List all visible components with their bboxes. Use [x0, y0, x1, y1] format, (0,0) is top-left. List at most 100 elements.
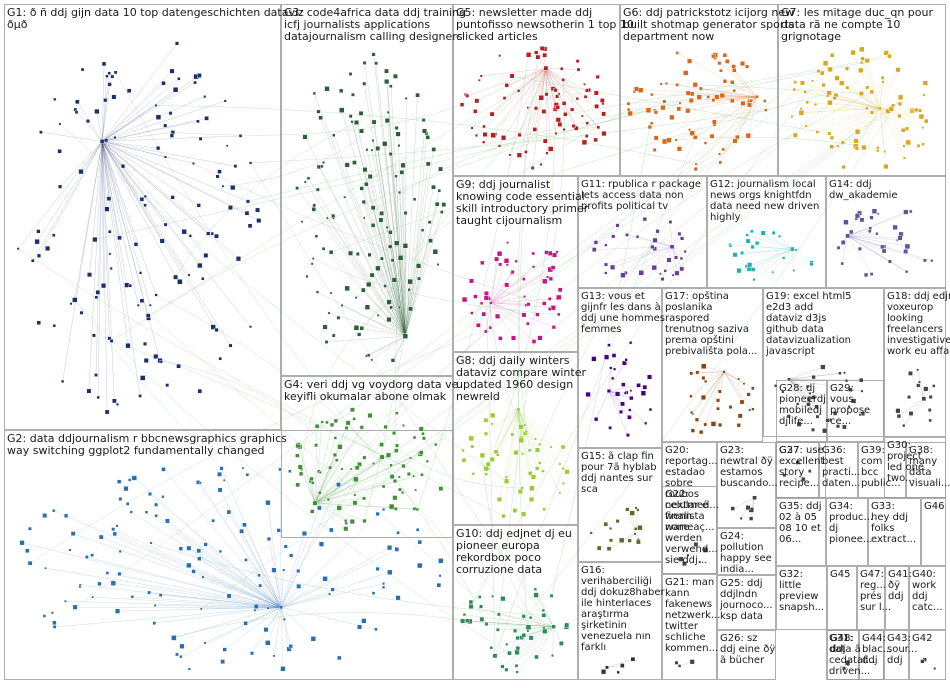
intra-edge — [101, 141, 166, 225]
user-node — [674, 270, 680, 276]
user-node — [845, 85, 850, 90]
intra-edge — [490, 302, 554, 308]
user-node — [604, 271, 608, 275]
group-label-line: sie ddj... — [665, 555, 707, 566]
user-node — [27, 560, 33, 566]
group-label-line: G11: rpublica r package — [581, 179, 701, 190]
user-node — [52, 324, 57, 328]
user-node — [161, 495, 165, 499]
user-node — [685, 108, 691, 114]
intra-edge — [101, 141, 110, 199]
user-node — [316, 109, 321, 114]
group-label-line: dataviz compare winter — [456, 366, 586, 379]
inter-edge — [250, 109, 766, 164]
user-node — [217, 487, 223, 493]
user-node — [288, 644, 293, 649]
group-label-g5: G5: newsletter made ddj puntofisso newsot… — [456, 6, 634, 43]
intra-edge — [804, 91, 880, 109]
user-node — [492, 653, 498, 659]
intra-edge — [314, 424, 333, 504]
inter-edge — [159, 360, 337, 461]
intra-edge — [92, 597, 282, 608]
user-node — [203, 641, 207, 645]
user-node — [127, 478, 132, 482]
user-node — [607, 343, 611, 347]
user-node — [386, 317, 392, 323]
intra-edge — [788, 379, 798, 405]
group-label-g34: G34: produc... dj pionee... — [829, 501, 873, 545]
user-node — [749, 98, 753, 103]
user-node — [152, 621, 157, 625]
user-node — [827, 131, 832, 136]
intra-edge — [749, 248, 793, 270]
user-node — [108, 252, 112, 256]
user-node — [740, 251, 744, 255]
user-node — [541, 608, 545, 612]
user-node — [95, 290, 101, 295]
user-node — [606, 389, 611, 394]
user-node — [510, 432, 515, 437]
user-node — [143, 203, 147, 207]
user-node — [732, 138, 738, 144]
intra-edge — [167, 520, 282, 608]
group-box-g44 — [859, 630, 884, 680]
user-node — [344, 426, 349, 430]
intra-edge — [542, 48, 547, 69]
user-node — [489, 301, 493, 305]
user-node — [778, 234, 782, 238]
group-label-line: work — [912, 580, 936, 591]
user-node — [318, 541, 325, 547]
intra-edge — [405, 289, 410, 337]
intra-edge — [753, 248, 793, 280]
user-node — [564, 469, 570, 475]
user-node — [349, 519, 355, 525]
user-node — [655, 229, 660, 234]
user-node — [392, 479, 397, 484]
user-node — [100, 283, 107, 289]
group-box-g46 — [921, 498, 946, 566]
intra-edge — [545, 68, 577, 129]
user-node — [432, 249, 438, 255]
user-node — [790, 115, 794, 118]
intra-edge — [504, 68, 547, 99]
inter-edge — [668, 137, 885, 152]
user-node — [516, 152, 522, 158]
group-label-g8: G8: ddj daily winters dataviz compare win… — [456, 354, 586, 403]
intra-edge — [267, 502, 282, 608]
user-node — [611, 376, 615, 380]
user-node — [504, 475, 508, 479]
intra-edge — [188, 548, 282, 608]
intra-edge — [86, 556, 282, 608]
user-node — [609, 366, 613, 370]
intra-edge — [314, 503, 418, 510]
user-node — [364, 182, 369, 187]
user-node — [199, 607, 203, 611]
user-node — [218, 356, 223, 361]
user-node — [745, 238, 751, 244]
intra-edge — [502, 598, 554, 627]
user-node — [412, 507, 417, 511]
user-node — [608, 426, 612, 430]
user-node — [203, 542, 208, 547]
intra-edge — [180, 607, 282, 657]
intra-edge — [670, 221, 673, 247]
user-node — [748, 408, 752, 412]
intra-edge — [518, 409, 522, 438]
user-node — [115, 524, 119, 528]
user-node — [928, 418, 932, 423]
group-label-line: pollution — [720, 542, 764, 553]
user-node — [660, 277, 665, 281]
intra-edge — [101, 141, 104, 286]
user-node — [747, 102, 752, 108]
intra-edge — [381, 258, 406, 337]
user-node — [306, 176, 311, 180]
user-node — [539, 162, 543, 166]
user-node — [389, 305, 393, 310]
user-node — [382, 141, 388, 147]
user-node — [533, 587, 537, 591]
intra-edge — [486, 623, 554, 627]
intra-edge — [856, 108, 880, 149]
user-node — [352, 417, 356, 421]
user-node — [746, 392, 751, 397]
user-node — [808, 469, 812, 473]
